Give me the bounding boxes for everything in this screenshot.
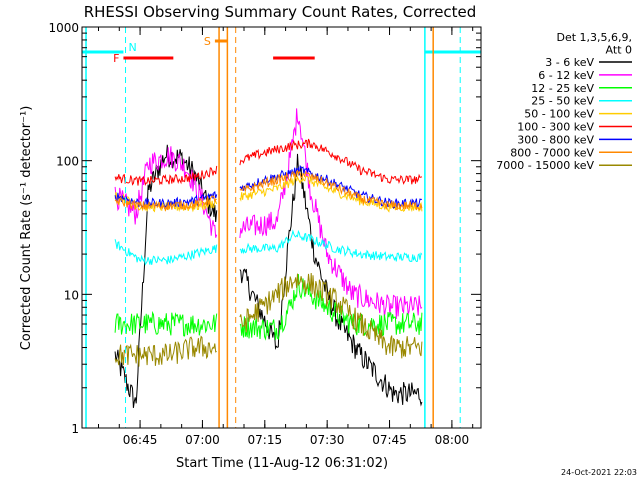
- series-line: [114, 273, 423, 341]
- y-axis: 1 10 100 1000: [48, 21, 481, 436]
- series-line: [114, 229, 423, 266]
- x-tick-label: 07:15: [248, 433, 283, 447]
- flag-label: N: [128, 41, 136, 54]
- x-axis: 06:45 07:00 07:15 07:30 07:45 08:00: [97, 27, 474, 447]
- y-tick-label: 10: [64, 288, 79, 302]
- series-line: [114, 169, 423, 212]
- markers-layer: [82, 27, 481, 428]
- flag-label: S: [204, 35, 211, 48]
- y-tick-label: 1: [71, 422, 79, 436]
- x-tick-label: 06:45: [123, 433, 158, 447]
- chart-title: RHESSI Observing Summary Count Rates, Co…: [84, 3, 477, 21]
- series-line: [114, 164, 423, 209]
- legend-label: 25 - 50 keV: [531, 95, 594, 108]
- legend-label: 100 - 300 keV: [517, 121, 594, 134]
- date-stamp: 24-Oct-2021 22:03: [561, 468, 637, 477]
- series-line: [114, 108, 423, 320]
- x-axis-label: Start Time (11-Aug-12 06:31:02): [176, 456, 388, 471]
- annotations-layer: FN S: [113, 35, 315, 65]
- legend-label: 6 - 12 keV: [538, 69, 594, 82]
- x-tick-label: 07:45: [372, 433, 407, 447]
- legend-header: Att 0: [606, 44, 632, 57]
- flag-label: F: [113, 52, 119, 65]
- curves-layer: [114, 108, 423, 408]
- legend-header: Det 1,3,5,6,9,: [556, 31, 632, 44]
- series-line: [114, 138, 423, 187]
- plot-frame: [81, 26, 482, 429]
- x-tick-label: 07:30: [310, 433, 345, 447]
- legend-label: 800 - 7000 keV: [510, 146, 594, 159]
- x-tick-label: 08:00: [435, 433, 470, 447]
- y-tick-label: 1000: [48, 21, 79, 35]
- y-axis-label: Corrected Count Rate (s⁻¹ detector⁻¹): [19, 106, 34, 351]
- y-tick-label: 100: [56, 155, 79, 169]
- legend-label: 300 - 800 keV: [517, 133, 594, 146]
- x-tick-label: 07:00: [185, 433, 220, 447]
- legend-label: 7000 - 15000 keV: [496, 159, 594, 172]
- legend-label: 50 - 100 keV: [524, 108, 594, 121]
- series-line: [114, 272, 423, 367]
- legend-label: 12 - 25 keV: [531, 82, 594, 95]
- legend-label: 3 - 6 keV: [545, 56, 594, 69]
